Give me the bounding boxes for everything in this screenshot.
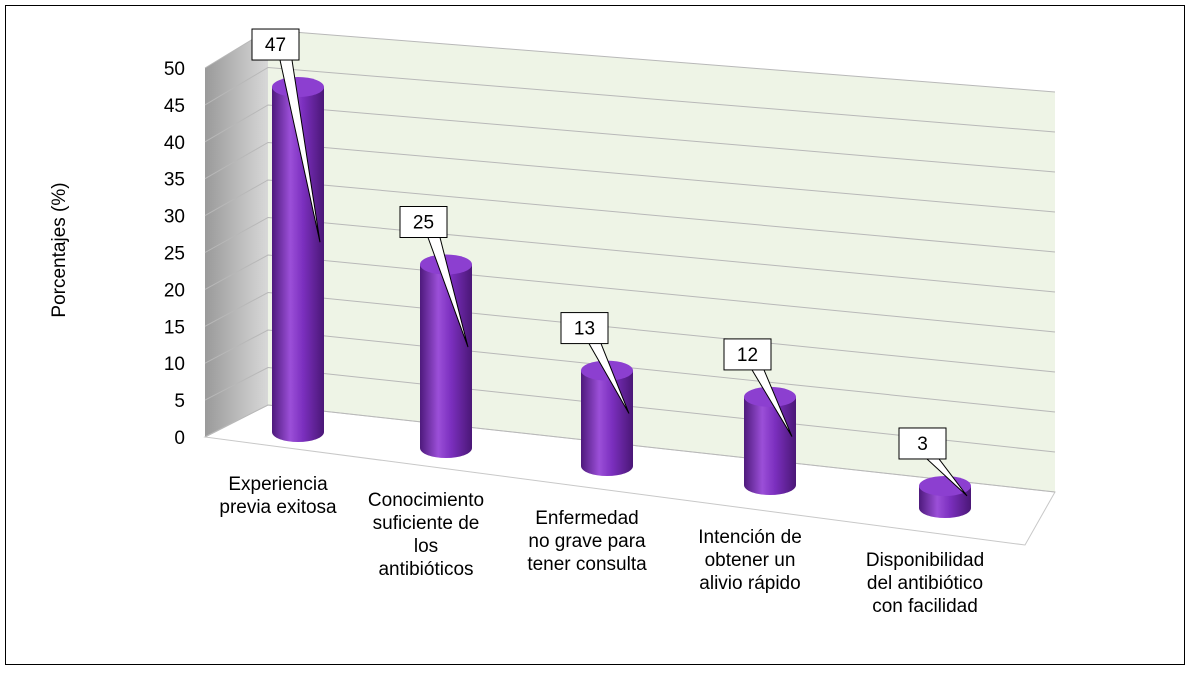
- grid-line: [204, 216, 1056, 293]
- value-label: 25: [413, 213, 434, 234]
- y-tick-label: 45: [164, 96, 185, 117]
- y-tick-label: 25: [164, 244, 185, 265]
- callout-pointer: [588, 343, 630, 414]
- y-axis-label: Porcentajes (%): [49, 182, 70, 317]
- grid-line: [204, 66, 1056, 133]
- x-tick-label: Disponibilidad del antibiótico con facilid…: [866, 550, 984, 617]
- y-tick-label: 0: [174, 428, 185, 449]
- cylinder-body: [272, 87, 324, 443]
- x-tick-label: Intención de obtener un alivio rápido: [698, 527, 802, 594]
- value-label: 47: [265, 35, 286, 56]
- callout-pointer: [926, 458, 968, 497]
- y-tick-label: 40: [164, 133, 185, 154]
- x-tick-label: Experiencia previa exitosa: [219, 474, 337, 518]
- cylinder-body: [581, 370, 633, 476]
- grid-line: [204, 179, 1056, 253]
- cylinder-top: [919, 475, 971, 496]
- value-label: 13: [574, 319, 595, 340]
- y-tick-label: 15: [164, 317, 185, 338]
- y-tick-label: 10: [164, 354, 185, 375]
- callout-box: [898, 427, 947, 460]
- side-wall: [205, 30, 268, 437]
- grid-line: [204, 141, 1056, 213]
- callout-box: [560, 312, 609, 345]
- callout-box: [723, 338, 772, 371]
- cylinder-body: [744, 396, 796, 495]
- callout-pointer: [279, 59, 321, 243]
- value-label: 12: [737, 345, 758, 366]
- grid-line: [204, 254, 1056, 333]
- value-label: 3: [917, 434, 928, 455]
- x-tick-label: Conocimiento suficiente de los antibióticos: [368, 490, 484, 580]
- y-tick-label: 50: [164, 59, 185, 80]
- callout-box: [399, 206, 448, 238]
- grid-line: [204, 329, 1056, 413]
- callout-pointer: [751, 369, 793, 437]
- y-tick-label: 5: [174, 391, 185, 412]
- y-tick-label: 30: [164, 207, 185, 228]
- cylinder-top: [272, 77, 324, 98]
- grid-line: [204, 104, 1056, 173]
- y-tick-label: 20: [164, 280, 185, 301]
- grid-line: [204, 291, 1056, 373]
- x-tick-label: Enfermedad no grave para tener consulta: [527, 508, 647, 575]
- cylinder-body: [420, 264, 472, 458]
- callout-box: [251, 28, 300, 61]
- callout-pointer: [427, 237, 469, 348]
- y-tick-label: 35: [164, 170, 185, 191]
